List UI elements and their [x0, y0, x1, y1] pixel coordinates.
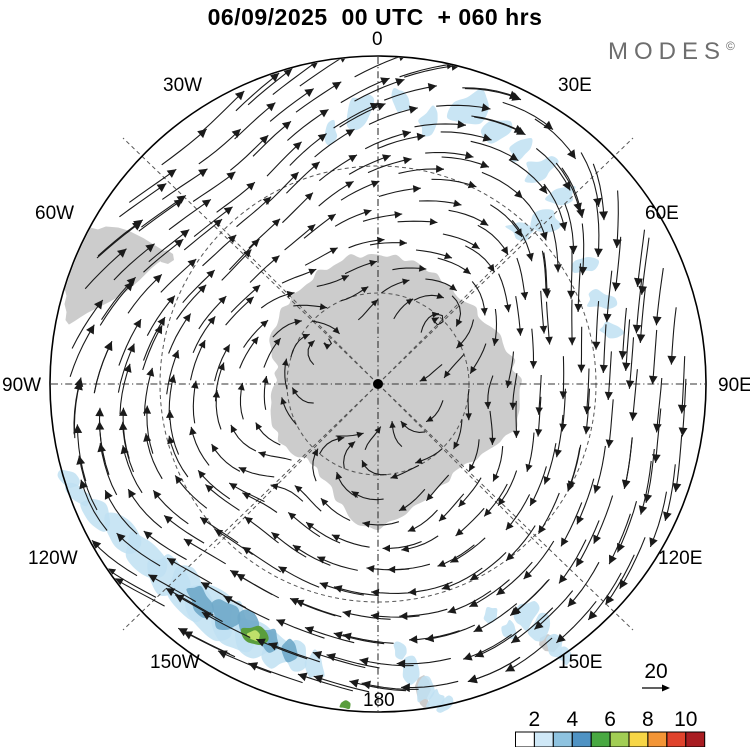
- svg-text:4: 4: [566, 708, 578, 731]
- svg-text:6: 6: [604, 708, 616, 731]
- svg-text:10: 10: [674, 708, 697, 731]
- svg-text:20: 20: [644, 660, 667, 683]
- svg-text:8: 8: [642, 708, 654, 731]
- svg-text:2: 2: [529, 708, 541, 731]
